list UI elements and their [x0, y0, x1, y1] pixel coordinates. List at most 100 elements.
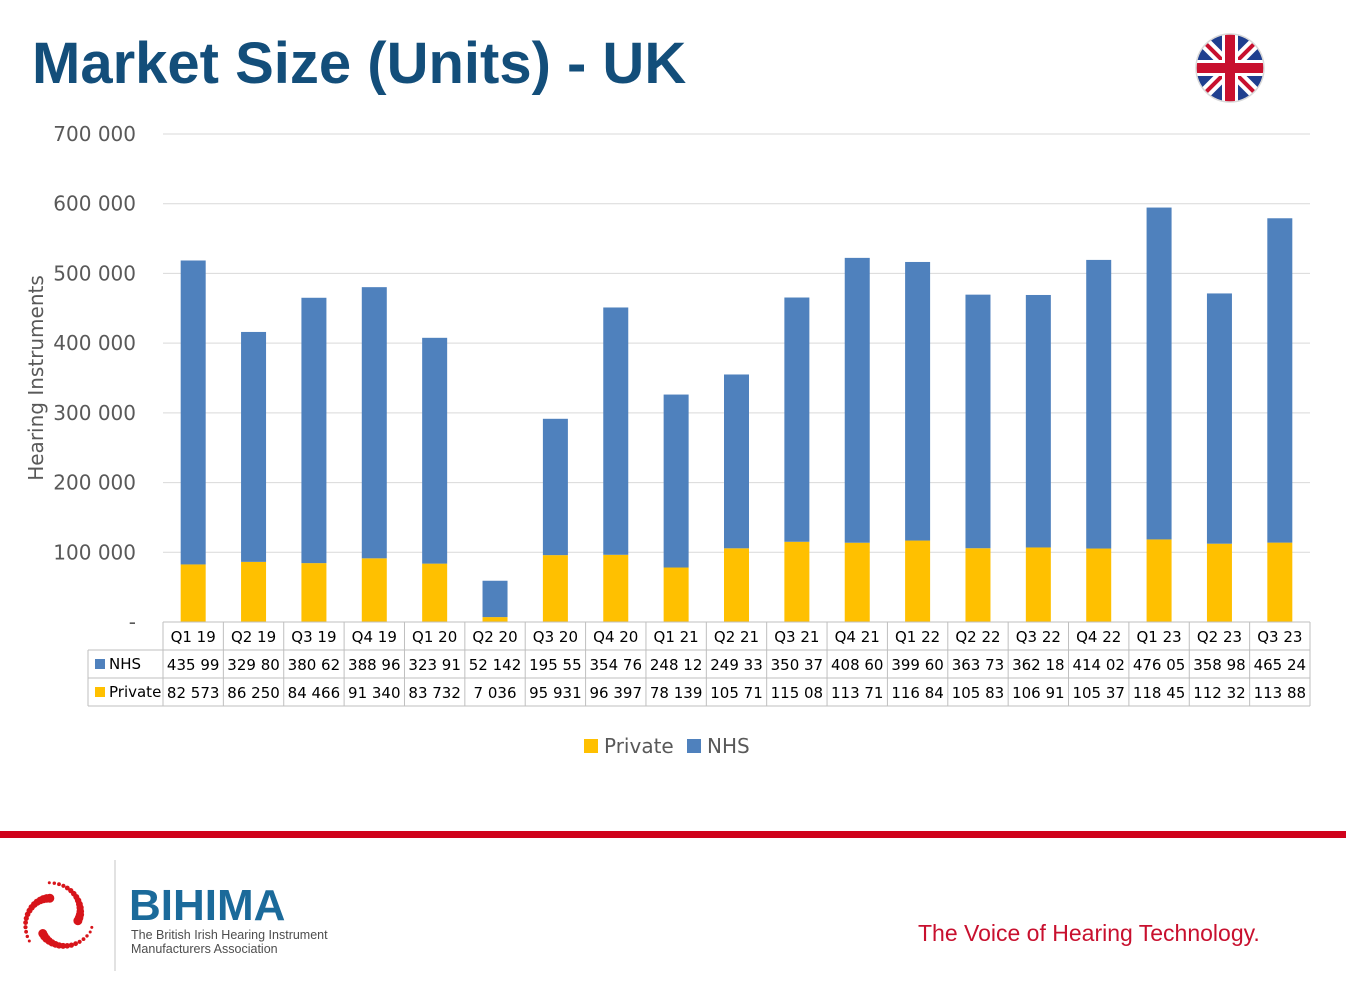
- data-label: 86 250: [227, 684, 280, 702]
- logo-dot: [73, 941, 78, 947]
- bar-private: [1267, 542, 1293, 622]
- logo-subtitle-line2: Manufacturers Association: [131, 942, 278, 956]
- data-label: 329 80: [227, 656, 280, 674]
- data-label: 105 71: [710, 684, 763, 702]
- data-label: 105 37: [1072, 684, 1125, 702]
- bar-nhs: [482, 580, 508, 618]
- x-tick-label: Q4 19: [352, 628, 397, 646]
- data-label: 350 37: [771, 656, 824, 674]
- x-tick-label: Q2 22: [955, 628, 1000, 646]
- bar-nhs: [603, 307, 629, 555]
- data-label: 249 33: [710, 656, 763, 674]
- bar-nhs: [1206, 293, 1232, 544]
- bar-nhs: [1025, 294, 1051, 548]
- chart-legend: Private NHS: [584, 734, 750, 758]
- logo-dot: [27, 939, 31, 943]
- data-label: 363 73: [952, 656, 1005, 674]
- bar-private: [422, 563, 448, 622]
- tagline: The Voice of Hearing Technology.: [918, 920, 1260, 946]
- x-tick-label: Q3 22: [1016, 628, 1061, 646]
- bihima-dots-icon: [23, 881, 94, 949]
- data-label: 115 08: [771, 684, 824, 702]
- logo-dot: [88, 930, 92, 934]
- y-tick-label: 400 000: [53, 331, 136, 355]
- bar-private: [542, 555, 568, 622]
- bar-nhs: [905, 261, 931, 541]
- table-legend-key: [95, 687, 105, 697]
- x-tick-label: Q1 20: [412, 628, 457, 646]
- logo-dot: [81, 937, 86, 941]
- bar-nhs: [784, 297, 810, 542]
- y-tick-label: 300 000: [53, 401, 136, 425]
- y-tick-label: 100 000: [53, 540, 136, 564]
- data-label: 106 91: [1012, 684, 1065, 702]
- logo-dot: [73, 916, 83, 926]
- y-tick-label: 500 000: [53, 261, 136, 285]
- logo-dot: [45, 893, 55, 903]
- logo-subtitle-line1: The British Irish Hearing Instrument: [131, 928, 328, 942]
- logo-dot: [90, 925, 94, 929]
- logo-dot: [38, 929, 48, 938]
- bar-private: [482, 617, 508, 622]
- legend-swatch: [687, 739, 701, 753]
- bar-nhs: [422, 337, 448, 564]
- bar-private: [1206, 543, 1232, 622]
- uk-flag-icon: [1195, 33, 1265, 103]
- data-label: 7 036: [474, 684, 517, 702]
- x-tick-label: Q3 23: [1257, 628, 1302, 646]
- legend-label: Private: [604, 734, 674, 758]
- logo-wordmark: BIHIMA: [129, 881, 285, 930]
- data-label: 435 99: [167, 656, 220, 674]
- bar-private: [1086, 548, 1112, 622]
- data-label: 476 05: [1133, 656, 1186, 674]
- data-label: 78 139: [650, 684, 703, 702]
- data-label: 91 340: [348, 684, 401, 702]
- logo-dot: [85, 934, 89, 938]
- data-label: 362 18: [1012, 656, 1065, 674]
- bar-nhs: [663, 394, 689, 568]
- x-tick-label: Q2 19: [231, 628, 276, 646]
- logo-dot: [52, 881, 56, 885]
- x-tick-label: Q1 19: [171, 628, 216, 646]
- x-tick-label: Q3 21: [774, 628, 819, 646]
- logo-dot: [25, 934, 29, 939]
- x-tick-label: Q3 20: [533, 628, 578, 646]
- data-label: 380 62: [288, 656, 341, 674]
- logo-dot: [47, 881, 51, 885]
- legend-label: NHS: [707, 734, 750, 758]
- x-tick-label: Q2 20: [472, 628, 517, 646]
- bar-private: [1146, 539, 1172, 622]
- bar-private: [784, 541, 810, 622]
- bar-private: [663, 567, 689, 622]
- data-label: 354 76: [590, 656, 643, 674]
- x-tick-label: Q4 20: [593, 628, 638, 646]
- y-tick-label: 600 000: [53, 192, 136, 216]
- bar-private: [361, 558, 387, 622]
- bar-private: [603, 554, 629, 622]
- data-label: 113 88: [1254, 684, 1307, 702]
- logo-dot: [57, 882, 61, 887]
- page-title: Market Size (Units) - UK: [32, 31, 687, 96]
- data-label: 113 71: [831, 684, 884, 702]
- logo-dot: [64, 885, 70, 891]
- bar-private: [241, 561, 267, 622]
- bihima-logo: BIHIMA The British Irish Hearing Instrum…: [23, 860, 328, 971]
- legend-swatch: [584, 739, 598, 753]
- bar-private: [301, 563, 327, 622]
- bar-nhs: [180, 260, 206, 565]
- y-tick-label: 700 000: [53, 122, 136, 146]
- x-tick-label: Q1 23: [1136, 628, 1181, 646]
- stacked-bar-chart: - 100 000 200 000 300 000 400 000 500 000 600 …: [24, 122, 1311, 758]
- logo-dot: [23, 920, 28, 925]
- data-label: 116 84: [891, 684, 944, 702]
- bar-private: [905, 540, 931, 622]
- data-label: 112 32: [1193, 684, 1246, 702]
- data-label: 195 55: [529, 656, 582, 674]
- bar-nhs: [542, 418, 568, 556]
- logo-dot: [68, 942, 74, 948]
- y-tick-label: -: [129, 610, 136, 634]
- data-label: 82 573: [167, 684, 220, 702]
- x-tick-label: Q1 22: [895, 628, 940, 646]
- y-axis-label: Hearing Instruments: [24, 275, 48, 481]
- y-axis-tick-labels: - 100 000 200 000 300 000 400 000 500 000 600 …: [53, 122, 136, 634]
